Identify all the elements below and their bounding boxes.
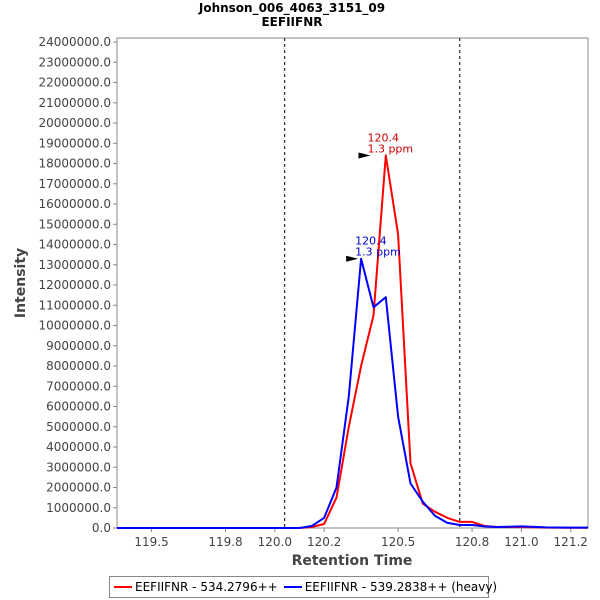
y-tick-label: 4000000.0 [46, 440, 111, 454]
y-axis-label: Intensity [13, 248, 29, 318]
y-tick-label: 0.0 [92, 521, 111, 535]
legend-swatch-heavy [283, 586, 302, 588]
legend-item-heavy: EEFIIFNR - 539.2838++ (heavy) [283, 580, 498, 594]
y-axis: 0.0 1000000.0 2000000.0 3000000.0 4000000.0 5… [38, 35, 117, 535]
y-tick-label: 10000000.0 [38, 319, 111, 333]
y-tick-label: 8000000.0 [46, 359, 111, 373]
x-tick-label: 119.8 [208, 535, 242, 549]
series-line-1 [117, 257, 588, 529]
peak-rt-label-0: 120.4 [367, 131, 399, 144]
y-tick-label: 5000000.0 [46, 420, 111, 434]
x-tick-label: 121.2 [554, 535, 588, 549]
y-tick-label: 9000000.0 [46, 339, 111, 353]
y-tick-label: 21000000.0 [38, 96, 111, 110]
peak-arrow-0 [358, 152, 371, 159]
legend-item-light: EEFIIFNR - 534.2796++ [114, 580, 278, 594]
x-axis-label: Retention Time [292, 553, 413, 569]
chart-title: Johnson_006_4063_3151_09 [198, 1, 385, 16]
y-tick-label: 1000000.0 [46, 501, 111, 515]
plot-area [116, 37, 589, 529]
legend: EEFIIFNR - 534.2796++ EEFIIFNR - 539.283… [109, 576, 497, 598]
x-tick-label: 120.2 [307, 535, 341, 549]
series-lines [117, 154, 588, 529]
chromatogram-chart: Johnson_006_4063_3151_09 EEFIIFNR 0.0 100… [13, 1, 589, 569]
peak-ppm-label-0: 1.3 ppm [367, 142, 413, 155]
y-tick-label: 11000000.0 [38, 298, 111, 312]
peak-ppm-label-1: 1.3 ppm [355, 246, 401, 259]
x-tick-label: 119.5 [134, 535, 168, 549]
y-tick-label: 18000000.0 [38, 157, 111, 171]
y-tick-label: 2000000.0 [46, 481, 111, 495]
y-tick-label: 19000000.0 [38, 136, 111, 150]
y-tick-label: 20000000.0 [38, 116, 111, 130]
x-tick-label: 120.5 [381, 535, 415, 549]
legend-swatch-light [114, 586, 132, 588]
y-tick-label: 6000000.0 [46, 400, 111, 414]
y-tick-label: 13000000.0 [38, 258, 111, 272]
x-tick-label: 120.8 [455, 535, 489, 549]
x-tick-label: 121.0 [504, 535, 538, 549]
legend-label-light: EEFIIFNR - 534.2796++ [135, 580, 278, 594]
y-tick-label: 15000000.0 [38, 217, 111, 231]
x-tick-label: 120.0 [258, 535, 292, 549]
legend-label-heavy: EEFIIFNR - 539.2838++ (heavy) [304, 580, 498, 594]
y-tick-label: 12000000.0 [38, 278, 111, 292]
x-axis: 119.5 119.8 120.0 120.2 120.5 120.8 121.0 121.2 [134, 528, 588, 549]
y-tick-label: 14000000.0 [38, 238, 111, 252]
y-tick-label: 23000000.0 [38, 55, 111, 69]
peak-rt-label-1: 120.4 [355, 235, 387, 248]
y-tick-label: 16000000.0 [38, 197, 111, 211]
peak-arrow-1 [346, 255, 359, 262]
chart-subtitle: EEFIIFNR [261, 15, 322, 29]
y-tick-label: 22000000.0 [38, 76, 111, 90]
y-tick-label: 17000000.0 [38, 177, 111, 191]
y-tick-label: 7000000.0 [46, 379, 111, 393]
y-tick-label: 3000000.0 [46, 460, 111, 474]
y-tick-label: 24000000.0 [38, 35, 111, 49]
integration-boundaries [284, 38, 461, 528]
